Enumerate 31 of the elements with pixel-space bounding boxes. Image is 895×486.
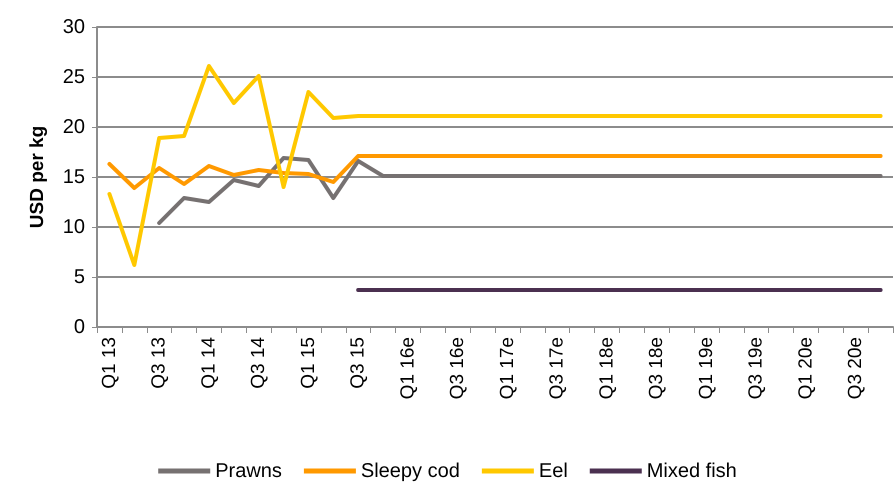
x-tick-label: Q1 19e — [696, 337, 717, 400]
line-series — [157, 156, 883, 225]
x-tick-label: Q1 14 — [198, 336, 220, 389]
y-axis-title: USD per kg — [27, 126, 48, 228]
legend-label: Eel — [538, 460, 568, 482]
legend-label: Sleepy cod — [360, 460, 460, 482]
x-tick-label: Q1 15 — [298, 337, 319, 389]
y-tick-label: 15 — [62, 166, 85, 188]
legend-label: Mixed fish — [646, 460, 737, 482]
x-tick-label: Q3 15 — [348, 337, 369, 389]
y-tick-label: 20 — [62, 116, 85, 138]
y-tick-label: 0 — [74, 316, 85, 338]
x-tick-label: Q1 13 — [98, 337, 120, 389]
x-tick-label: Q1 18e — [596, 337, 618, 400]
x-tick-label: Q1 20e — [795, 337, 816, 400]
x-tick-label: Q3 17e — [546, 337, 568, 400]
y-tick-label: 5 — [74, 266, 85, 288]
y-tick-label: 10 — [62, 216, 85, 238]
x-tick-label: Q3 18e — [646, 337, 668, 400]
x-tick-label: Q3 14 — [248, 336, 270, 389]
x-tick-label: Q3 20e — [845, 337, 866, 400]
x-tick-label: Q3 16e — [447, 337, 468, 400]
x-tick-label: Q3 19e — [746, 337, 767, 400]
line-series — [107, 64, 883, 267]
x-tick-label: Q3 13 — [148, 337, 170, 389]
line-series — [107, 154, 883, 190]
y-tick-label: 25 — [62, 66, 85, 88]
x-tick-label: Q1 17e — [496, 337, 518, 400]
legend-label: Prawns — [215, 460, 282, 482]
y-tick-label: 30 — [62, 16, 85, 38]
x-tick-label: Q1 16e — [397, 337, 418, 400]
